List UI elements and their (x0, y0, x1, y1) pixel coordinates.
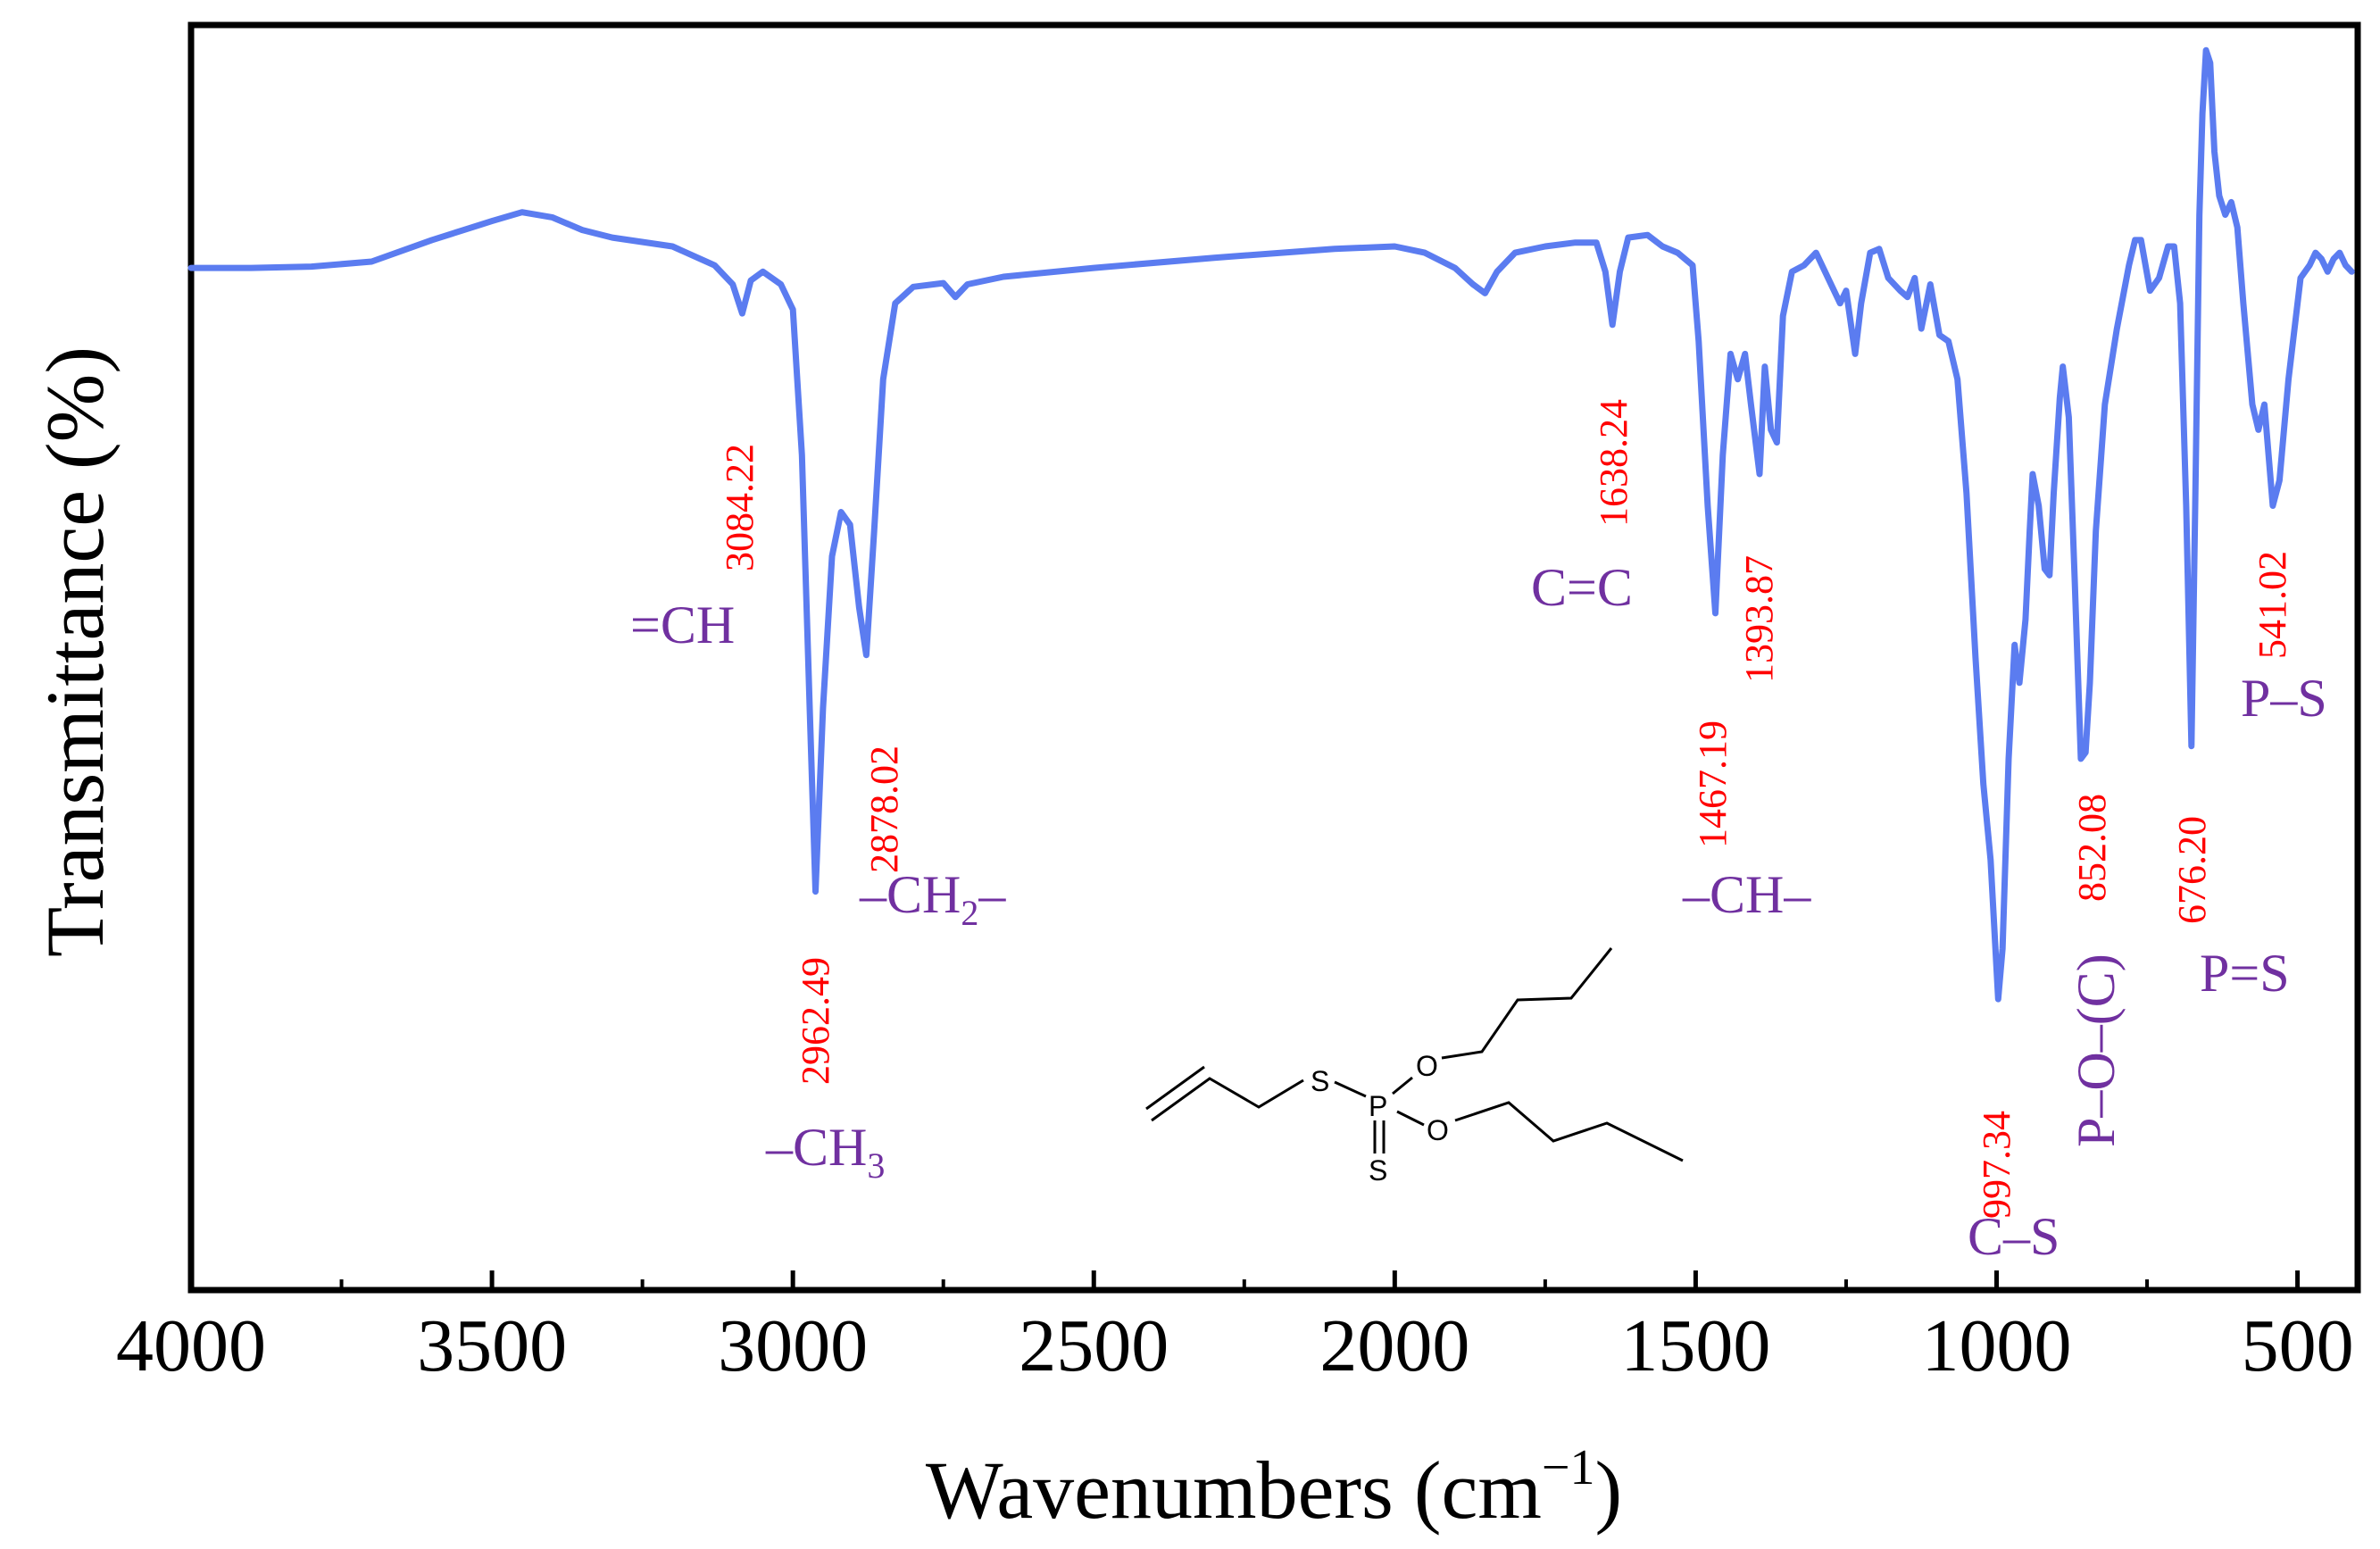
x-tick-label-1000: 1000 (1922, 1304, 2072, 1387)
atom-p: P (1369, 1090, 1387, 1122)
allyl-chain (1151, 1077, 1304, 1122)
x-tick-label-4000: 4000 (116, 1304, 266, 1387)
x-axis-title-close: ) (1594, 1445, 1622, 1536)
molecule-atoms: S P O O S (1311, 1050, 1449, 1187)
peak-label-3084: 3084.22 (718, 444, 761, 571)
allyl-double-bond (1145, 1065, 1205, 1111)
group-label-ch2-sub: 2 (961, 893, 978, 933)
s-p-bond (1334, 1080, 1367, 1098)
x-tick-label-500: 500 (2242, 1304, 2354, 1387)
peak-label-676: 676.20 (2170, 816, 2214, 924)
group-label-poc: P–O–(C) (2067, 954, 2126, 1147)
atom-s1: S (1311, 1065, 1329, 1097)
peak-label-1467: 1467.19 (1691, 720, 1735, 848)
group-labels: =CH –CH2– –CH3 C=C –CH– C–S P–O–(C) P=S … (630, 558, 2327, 1266)
group-label-cc: C=C (1531, 558, 1633, 617)
x-axis-ticks (188, 1270, 2301, 1290)
group-label-ps-double: P=S (2200, 944, 2290, 1003)
group-label-ch: =CH (630, 595, 735, 654)
group-label-ps-single: P–S (2241, 669, 2327, 728)
peak-labels: 3084.22 2962.49 2878.02 1638.24 1467.19 … (718, 399, 2294, 1219)
atom-o1: O (1416, 1050, 1438, 1082)
x-tick-label-3500: 3500 (417, 1304, 567, 1387)
x-axis-tick-labels: 4000 3500 3000 2500 2000 1500 1000 500 (116, 1304, 2354, 1387)
molecule-structure (1145, 947, 1684, 1162)
peak-label-997: 997.34 (1975, 1111, 2018, 1219)
atom-s2: S (1369, 1154, 1387, 1187)
peak-label-1638: 1638.24 (1592, 399, 1635, 527)
group-label-ch2: –CH2– (859, 865, 1006, 933)
peak-label-852: 852.08 (2070, 794, 2114, 902)
group-label-cs: C–S (1968, 1207, 2060, 1266)
x-axis-title-sup: −1 (1542, 1440, 1595, 1495)
x-tick-label-2500: 2500 (1019, 1304, 1169, 1387)
group-label-ch2-main: –CH (859, 865, 961, 924)
peak-label-541: 541.02 (2251, 551, 2294, 659)
p-o-upper-bond (1392, 1076, 1413, 1095)
spectrum-line (187, 46, 2355, 1003)
peak-label-2962: 2962.49 (794, 957, 837, 1085)
peak-label-2878: 2878.02 (862, 745, 906, 873)
group-label-ch2-suffix: – (978, 865, 1006, 924)
plot-frame (187, 21, 2361, 1294)
lower-butyl-chain (1454, 1101, 1684, 1162)
group-label-ch3-sub: 3 (867, 1145, 885, 1186)
group-label-ch3-main: –CH (765, 1118, 867, 1177)
x-axis-title: Wavenumbers (cm−1) (926, 1440, 1622, 1536)
x-axis-title-main: Wavenumbers (cm (926, 1445, 1542, 1536)
group-label-ch-chain: –CH– (1682, 865, 1811, 924)
p-o-lower-bond (1396, 1110, 1425, 1127)
x-tick-label-3000: 3000 (718, 1304, 868, 1387)
atom-o2: O (1427, 1114, 1449, 1146)
x-tick-label-1500: 1500 (1620, 1304, 1770, 1387)
peak-label-1393: 1393.87 (1737, 555, 1781, 683)
group-label-ch3: –CH3 (765, 1118, 885, 1186)
y-axis-title: Transmittance (%) (29, 346, 121, 957)
upper-butyl-chain (1441, 947, 1613, 1060)
x-tick-label-2000: 2000 (1319, 1304, 1469, 1387)
